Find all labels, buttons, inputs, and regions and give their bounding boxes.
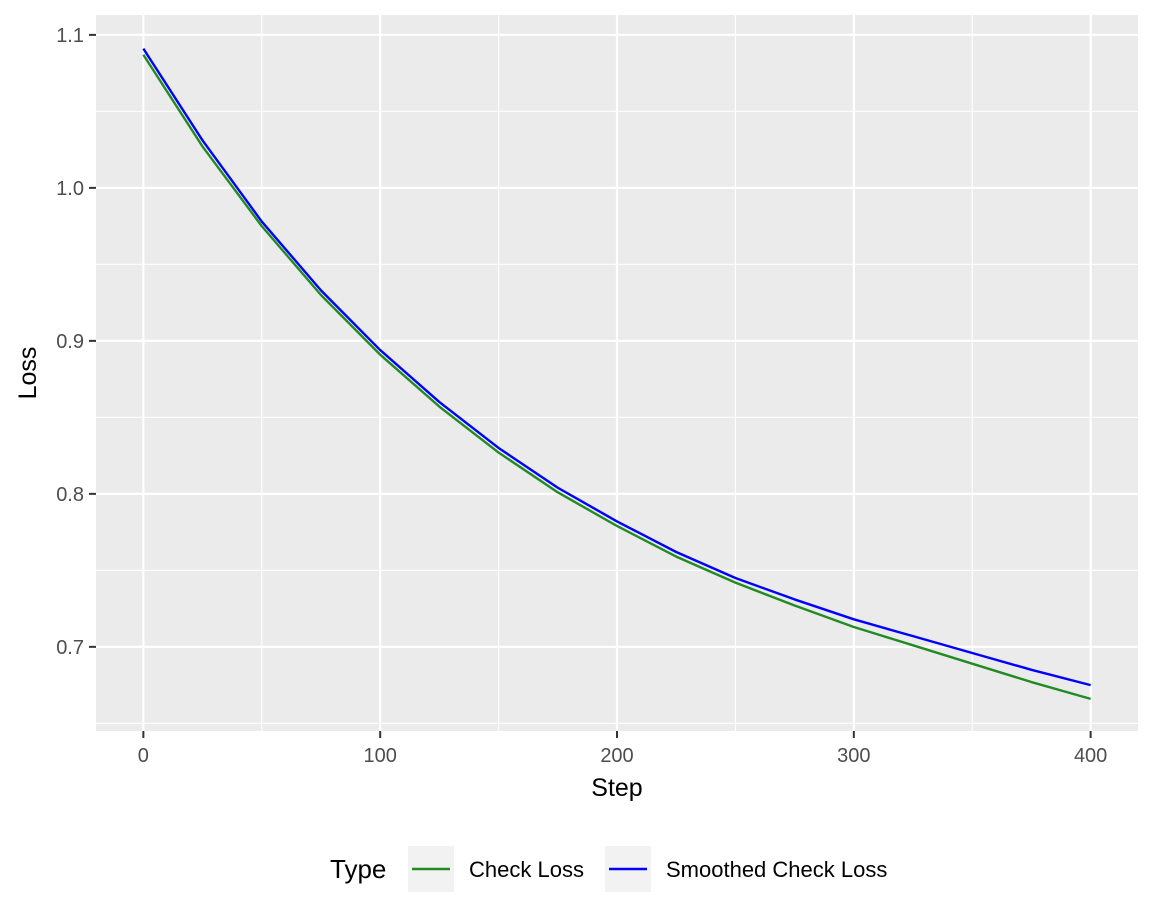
y-tick-label: 0.9 xyxy=(56,331,84,353)
series-line-0 xyxy=(142,54,1091,701)
x-axis-ticks: 0 100 200 300 400 xyxy=(138,731,1107,767)
y-axis-title: Loss xyxy=(14,347,42,400)
legend: Type Check Loss Smoothed Check Loss xyxy=(330,846,887,892)
x-tick-label: 300 xyxy=(837,745,870,767)
legend-label: Smoothed Check Loss xyxy=(666,857,887,882)
legend-label: Check Loss xyxy=(469,857,584,882)
y-tick-label: 0.7 xyxy=(56,637,84,659)
legend-items: Check Loss Smoothed Check Loss xyxy=(408,846,887,892)
x-tick-label: 100 xyxy=(363,745,396,767)
y-tick-label: 0.8 xyxy=(56,484,84,506)
grid-lines xyxy=(96,15,1138,731)
series-line-1 xyxy=(142,48,1091,687)
y-axis-ticks: 0.7 0.8 0.9 1.0 1.1 xyxy=(56,25,96,659)
y-tick-label: 1.0 xyxy=(56,178,84,200)
x-axis-title: Step xyxy=(591,774,642,802)
y-tick-label: 1.1 xyxy=(56,25,84,47)
series-lines xyxy=(142,48,1091,701)
x-tick-label: 400 xyxy=(1074,745,1107,767)
x-tick-label: 200 xyxy=(600,745,633,767)
x-tick-label: 0 xyxy=(138,745,149,767)
legend-title: Type xyxy=(330,854,386,884)
